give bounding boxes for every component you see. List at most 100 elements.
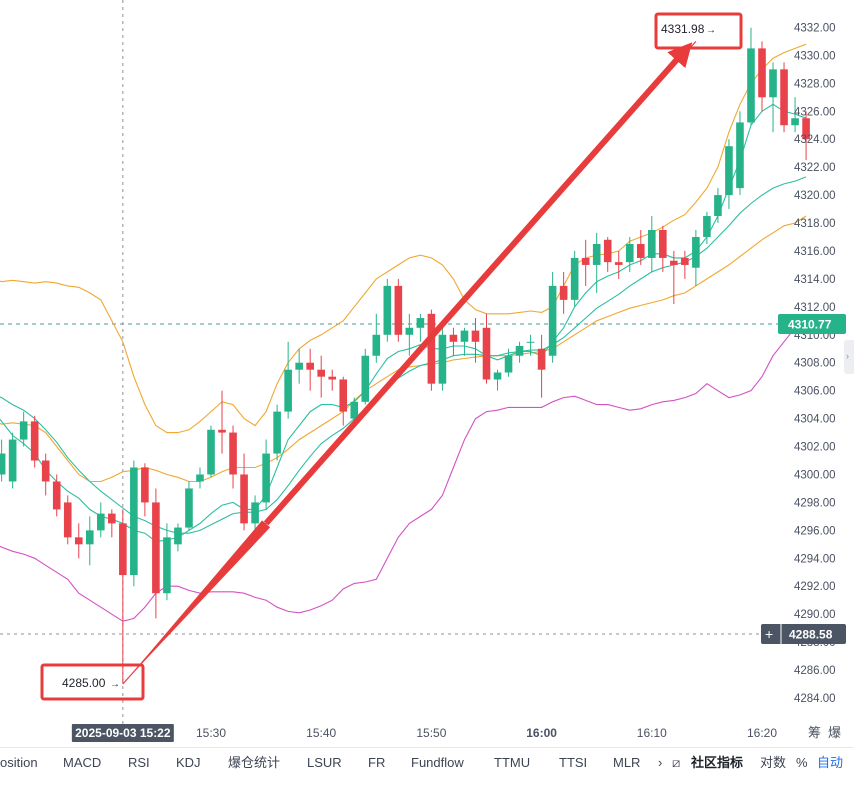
- indicator-tab-kdj[interactable]: KDJ: [176, 755, 201, 770]
- price-tick-label: 4320.00: [794, 190, 836, 202]
- candle-body: [780, 69, 788, 126]
- price-tick-label: 4298.00: [794, 497, 836, 509]
- price-tick-label: 4324.00: [794, 134, 836, 146]
- overlay-line-1: [0, 215, 807, 483]
- candle-body: [692, 236, 700, 268]
- price-tick-label: 4318.00: [794, 218, 836, 230]
- candle-body: [383, 285, 392, 335]
- crosshair-price-label: 4288.58: [789, 628, 833, 642]
- crosshair-price-bg: [761, 624, 846, 645]
- candle-body: [130, 467, 138, 576]
- price-tick-label: 4326.00: [794, 106, 836, 118]
- time-tick-label: 16:10: [637, 726, 667, 740]
- indicator-tab-ttmu[interactable]: TTMU: [494, 755, 531, 770]
- candle-body: [427, 313, 436, 384]
- time-tick-label: 15:30: [196, 726, 226, 740]
- price-annotations: 4331.98 →4285.00 →: [40, 12, 743, 701]
- overlay-line-2: [0, 320, 807, 622]
- candle-body: [361, 355, 370, 402]
- candle-body: [570, 257, 579, 300]
- candle-body: [603, 239, 612, 263]
- candle-body: [581, 257, 590, 265]
- price-tick-label: 4330.00: [794, 50, 836, 62]
- indicator-tab-lsur[interactable]: LSUR: [307, 755, 342, 770]
- candle-body: [659, 230, 667, 258]
- percent-scale-toggle[interactable]: %: [796, 755, 808, 770]
- log-scale-toggle[interactable]: 对数: [760, 755, 787, 770]
- chevron-right-icon[interactable]: ›: [658, 755, 663, 770]
- price-tick-label: 4290.00: [794, 609, 836, 621]
- candle-body: [339, 379, 348, 412]
- candle-body: [372, 334, 381, 356]
- price-tick-label: 4308.00: [794, 358, 836, 370]
- plus-icon: +: [765, 626, 773, 642]
- candle-body: [416, 318, 425, 328]
- high-annotation: 4331.98 →: [654, 12, 743, 50]
- candle-body: [152, 502, 160, 594]
- price-tick-label: 4306.00: [794, 386, 836, 398]
- price-tick-label: 4314.00: [794, 274, 836, 286]
- candle-body: [548, 285, 557, 356]
- crosshair-price-tag: +4288.58: [761, 624, 846, 645]
- candle-body: [758, 48, 766, 98]
- indicator-tab-mlr[interactable]: MLR: [613, 755, 641, 770]
- candle-body: [703, 216, 711, 237]
- candle-body: [119, 523, 127, 576]
- crosshair-time-bg: [71, 724, 174, 742]
- indicator-overlays: [0, 43, 807, 622]
- candle-body: [405, 327, 414, 335]
- candle-body: [791, 118, 799, 126]
- trend-wedge: [122, 520, 271, 685]
- price-tick-label: 4294.00: [794, 553, 836, 565]
- candle-body: [614, 262, 623, 265]
- price-tick-label: 4322.00: [794, 162, 836, 174]
- overlay-line-3: [0, 103, 807, 543]
- candle-body: [229, 432, 237, 475]
- community-indicators-button[interactable]: 社区指标: [691, 755, 744, 770]
- candle-body: [196, 474, 204, 482]
- candle-body: [306, 362, 314, 370]
- indicator-tab-fundflow[interactable]: Fundflow: [411, 755, 464, 770]
- price-tick-label: 4312.00: [794, 302, 836, 314]
- candle-body: [108, 513, 116, 524]
- candle-body: [262, 453, 270, 503]
- candle-body: [240, 474, 248, 524]
- candle-body: [141, 467, 149, 503]
- candle-body: [714, 195, 722, 217]
- indicator-tab-rsi[interactable]: RSI: [128, 755, 150, 770]
- candle-body: [97, 513, 105, 531]
- indicator-tab-fr[interactable]: FR: [368, 755, 386, 770]
- price-tick-label: 4302.00: [794, 442, 836, 454]
- indicator-tab-macd[interactable]: MACD: [63, 755, 102, 770]
- low-price-label: 4285.00: [62, 676, 106, 690]
- candle-body: [648, 230, 656, 258]
- price-tick-label: 4332.00: [794, 22, 836, 34]
- candle-body: [636, 243, 645, 258]
- auto-scale-toggle[interactable]: 自动: [817, 755, 844, 770]
- candle-body: [185, 488, 193, 528]
- edit-icon[interactable]: ⧄: [672, 755, 681, 770]
- candle-body: [19, 421, 28, 440]
- indicator-toolbar: osition MACD RSI KDJ 爆仓统计 LSUR FR Fundfl…: [0, 747, 854, 787]
- candle-body: [174, 527, 182, 545]
- trend-arrow-shaft: [263, 42, 693, 526]
- candles: [0, 27, 810, 685]
- time-axis: 015:3015:4015:5016:0016:1016:202025-09-0…: [71, 724, 841, 742]
- time-tick-label: 15:50: [416, 726, 446, 740]
- side-panel-handle[interactable]: ›: [844, 340, 854, 374]
- current-price-label: 4310.77: [788, 318, 832, 332]
- time-tick-label: 16:00: [526, 726, 557, 740]
- candle-body: [471, 330, 480, 342]
- indicator-tab-position[interactable]: osition: [0, 755, 38, 770]
- indicator-tab-liquidation[interactable]: 爆仓统计: [228, 755, 281, 770]
- high-annotation-box: [654, 12, 743, 50]
- candle-body: [218, 429, 226, 433]
- candle-body: [41, 460, 50, 482]
- indicator-tab-ttsi[interactable]: TTSI: [559, 755, 588, 770]
- candle-body: [328, 376, 337, 380]
- candle-body: [460, 330, 469, 342]
- candle-body: [438, 334, 447, 384]
- chevron-right-icon: ›: [846, 351, 849, 361]
- candle-body: [449, 334, 458, 342]
